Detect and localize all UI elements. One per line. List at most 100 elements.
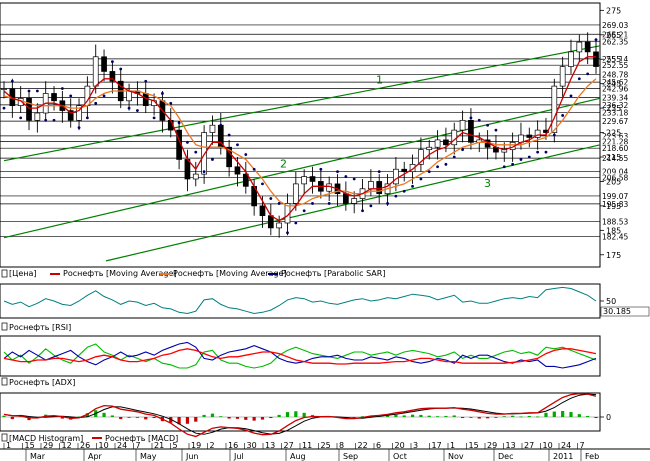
adx-legend: Роснефть [ADX] bbox=[1, 377, 75, 387]
month-label: Nov bbox=[448, 452, 464, 461]
macd-histogram-bar bbox=[244, 417, 248, 420]
day-label: 11 bbox=[302, 441, 312, 450]
macd-histogram-bar bbox=[10, 417, 14, 420]
candle-body bbox=[468, 119, 474, 143]
macd-histogram-bar bbox=[577, 414, 581, 417]
macd-histogram-bar bbox=[294, 411, 298, 417]
sar-dot bbox=[386, 202, 389, 205]
sar-dot bbox=[144, 79, 148, 83]
day-label: 26 bbox=[80, 441, 90, 450]
sar-dot bbox=[519, 158, 523, 161]
candle-body bbox=[209, 124, 216, 133]
sar-dot bbox=[561, 114, 565, 117]
rsi-plot bbox=[3, 286, 597, 315]
sar-dot bbox=[211, 158, 214, 161]
sar-dot bbox=[60, 87, 64, 90]
macd-histogram-bar bbox=[594, 417, 598, 419]
price-level-tag bbox=[601, 54, 649, 63]
month-label: Sep bbox=[343, 452, 358, 461]
macd-histogram-bar bbox=[544, 412, 548, 417]
day-label: 25 bbox=[321, 441, 331, 450]
candle-body bbox=[551, 85, 558, 133]
macd-histogram-bar bbox=[110, 415, 114, 417]
month-label: Mar bbox=[30, 452, 46, 461]
price-level-tag bbox=[601, 144, 649, 153]
trend-line bbox=[3, 97, 601, 239]
minus-di-line bbox=[3, 341, 597, 369]
macd-histogram-bar bbox=[410, 414, 415, 417]
sar-dot bbox=[311, 202, 314, 205]
sar-dot bbox=[69, 94, 73, 98]
price-level-label: 223.63 bbox=[602, 132, 628, 141]
macd-histogram-bar bbox=[252, 417, 256, 421]
macd-histogram-bar bbox=[494, 417, 498, 418]
macd-histogram-bar bbox=[385, 415, 390, 417]
price-level-label: 229.67 bbox=[602, 117, 628, 126]
trend-line-label: 1 bbox=[376, 73, 383, 86]
day-label: 15 bbox=[25, 441, 35, 450]
sar-dot bbox=[35, 89, 39, 93]
macd-histogram-bar bbox=[394, 414, 398, 417]
sar-dot bbox=[85, 116, 89, 120]
day-label: 7 bbox=[580, 441, 585, 450]
sar-dot bbox=[186, 140, 189, 144]
sar-dot bbox=[161, 92, 164, 95]
candle-body bbox=[51, 93, 57, 102]
day-label: 1 bbox=[450, 441, 455, 450]
day-label: 21 bbox=[154, 441, 164, 450]
sar-dot bbox=[436, 165, 439, 169]
price-level-tag bbox=[601, 137, 649, 146]
macd-histogram-bar bbox=[444, 415, 448, 417]
rsi-legend: Роснефть [RSI] bbox=[1, 322, 71, 332]
trend-line-label: 3 bbox=[484, 177, 491, 190]
macd-histogram-bar bbox=[402, 415, 406, 417]
price-level-label: 252.55 bbox=[602, 61, 628, 70]
sar-dot bbox=[77, 126, 81, 130]
sar-dot bbox=[444, 162, 448, 166]
candle-body bbox=[292, 183, 299, 204]
macd-signal-line bbox=[3, 393, 597, 435]
candle-body bbox=[126, 90, 132, 102]
candle-body bbox=[226, 146, 232, 168]
sar-dot bbox=[469, 116, 473, 120]
sar-dot bbox=[552, 133, 556, 137]
candle-body bbox=[451, 129, 458, 146]
macd-histogram-bar bbox=[169, 417, 173, 423]
sar-dot bbox=[419, 177, 423, 181]
price-level-tag bbox=[601, 30, 649, 39]
legend-swatch bbox=[1, 269, 8, 278]
day-label: 20 bbox=[395, 441, 405, 450]
sar-dot bbox=[202, 170, 206, 174]
day-label: 27 bbox=[284, 441, 294, 450]
sar-dot bbox=[219, 123, 223, 127]
day-label: 22 bbox=[358, 441, 368, 450]
price-level-label: 255.14 bbox=[602, 55, 628, 64]
sar-dot bbox=[19, 116, 23, 120]
sar-dot bbox=[94, 101, 98, 105]
macd-histogram-bar bbox=[277, 414, 281, 417]
macd-histogram-bar bbox=[194, 417, 198, 422]
candle-body bbox=[576, 41, 583, 53]
macd-histogram-bar bbox=[219, 416, 223, 418]
sar-dot bbox=[277, 202, 281, 205]
candle-body bbox=[201, 132, 207, 175]
price-level-tag bbox=[601, 61, 649, 70]
sar-dot bbox=[427, 170, 431, 174]
price-level-label: 242.96 bbox=[602, 85, 628, 94]
day-label: 12 bbox=[62, 441, 72, 450]
sar-dot bbox=[344, 175, 348, 178]
candle-body bbox=[309, 176, 316, 182]
sar-dot bbox=[477, 118, 481, 122]
price-level-label: 269.03 bbox=[602, 21, 628, 30]
legend-swatch bbox=[1, 377, 8, 386]
macd-histogram-bar bbox=[302, 412, 306, 417]
sar-dot bbox=[152, 116, 156, 120]
sar-dot bbox=[10, 79, 14, 83]
price-level-tag bbox=[601, 199, 649, 208]
price-level-label: 245.62 bbox=[602, 78, 628, 87]
